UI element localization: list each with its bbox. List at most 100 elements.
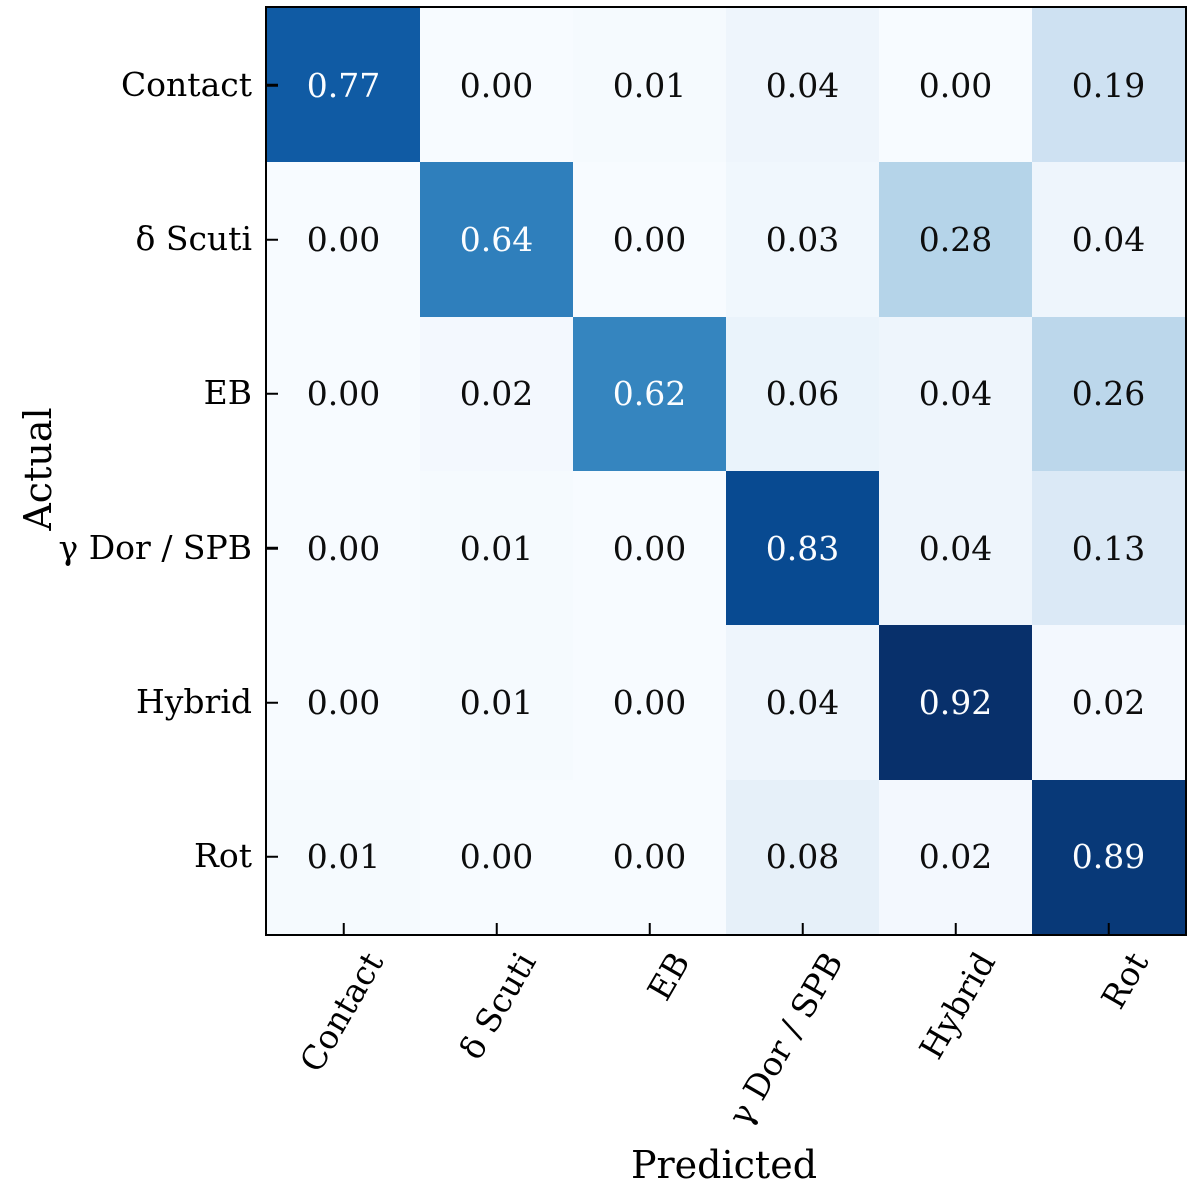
- cell-value: 0.04: [918, 374, 993, 414]
- y-tick-label: γ Dor / SPB: [58, 527, 252, 567]
- heatmap-cell: 0.00: [573, 779, 726, 934]
- cell-value: 0.83: [765, 528, 840, 568]
- cell-value: 0.00: [918, 65, 993, 105]
- x-axis-title: Predicted: [630, 1143, 818, 1187]
- y-tick-label: Rot: [194, 836, 252, 876]
- heatmap-cell: 0.04: [726, 625, 879, 780]
- y-axis-tick: [267, 392, 278, 396]
- cell-value: 0.92: [918, 682, 993, 722]
- heatmap-cell: 0.77: [267, 8, 420, 163]
- cell-value: 0.19: [1071, 65, 1146, 105]
- cell-value: 0.00: [306, 682, 381, 722]
- cell-value: 0.77: [306, 65, 381, 105]
- y-tick-label: δ Scuti: [135, 219, 252, 259]
- heatmap-cell: 0.00: [267, 162, 420, 317]
- cell-value: 0.00: [306, 219, 381, 259]
- heatmap-cell: 0.00: [573, 162, 726, 317]
- heatmap-cell: 0.01: [420, 470, 573, 626]
- heatmap-cell: 0.04: [1032, 162, 1185, 317]
- cell-value: 0.02: [918, 837, 993, 877]
- x-axis-tick: [954, 923, 957, 934]
- y-axis-title: Actual: [16, 407, 60, 531]
- cell-value: 0.01: [612, 65, 687, 105]
- heatmap-cell: 0.00: [267, 470, 420, 626]
- cell-value: 0.04: [918, 528, 993, 568]
- cell-value: 0.00: [459, 837, 534, 877]
- y-axis-tick: [267, 855, 278, 859]
- cell-value: 0.04: [765, 682, 840, 722]
- cell-value: 0.04: [1071, 219, 1146, 259]
- y-tick-label: Contact: [120, 64, 252, 104]
- cell-value: 0.01: [459, 682, 534, 722]
- heatmap-cell: 0.02: [420, 316, 573, 471]
- heatmap-cell: 0.06: [726, 316, 879, 471]
- cell-value: 0.03: [765, 219, 840, 259]
- heatmap-grid: 0.77 0.00 0.01 0.04 0.00 0.19 0.00 0.64 0.00 0.03…: [267, 8, 1185, 934]
- y-tick-label: Hybrid: [136, 682, 252, 722]
- heatmap-cell: 0.62: [573, 316, 726, 471]
- heatmap-cell: 0.00: [267, 625, 420, 780]
- cell-value: 0.00: [612, 219, 687, 259]
- cell-value: 0.28: [918, 219, 993, 259]
- heatmap-cell: 0.26: [1032, 316, 1185, 471]
- x-tick-label: γ Dor / SPB: [719, 945, 851, 1133]
- heatmap-cell: 0.00: [420, 779, 573, 934]
- cell-value: 0.00: [306, 374, 381, 414]
- cell-value: 0.04: [765, 65, 840, 105]
- heatmap-cell: 0.02: [1032, 625, 1185, 780]
- heatmap-cell: 0.00: [573, 470, 726, 626]
- heatmap-cell: 0.00: [420, 8, 573, 163]
- heatmap-cell: 0.04: [879, 316, 1032, 471]
- heatmap-cell: 0.28: [879, 162, 1032, 317]
- cell-value: 0.89: [1071, 837, 1146, 877]
- heatmap-cell: 0.01: [420, 625, 573, 780]
- cell-value: 0.01: [459, 528, 534, 568]
- heatmap-plot-area: 0.77 0.00 0.01 0.04 0.00 0.19 0.00 0.64 0.00 0.03…: [265, 6, 1187, 936]
- heatmap-cell: 0.04: [726, 8, 879, 163]
- heatmap-cell: 0.04: [879, 470, 1032, 626]
- x-axis-tick: [495, 923, 498, 934]
- heatmap-cell: 0.08: [726, 779, 879, 934]
- y-axis-tick: [267, 546, 278, 550]
- x-tick-label: EB: [639, 945, 698, 1007]
- x-tick-label: Hybrid: [911, 945, 1004, 1066]
- heatmap-cell: 0.13: [1032, 470, 1185, 626]
- heatmap-cell: 0.01: [573, 8, 726, 163]
- y-tick-label: EB: [203, 373, 252, 413]
- x-tick-label: δ Scuti: [452, 945, 545, 1066]
- x-axis-tick: [801, 923, 804, 934]
- heatmap-cell: 0.01: [267, 779, 420, 934]
- heatmap-cell: 0.19: [1032, 8, 1185, 163]
- y-axis-tick: [267, 701, 278, 704]
- cell-value: 0.02: [1071, 682, 1146, 722]
- x-axis-tick: [648, 923, 651, 934]
- cell-value: 0.00: [612, 682, 687, 722]
- cell-value: 0.00: [612, 837, 687, 877]
- heatmap-cell: 0.00: [267, 316, 420, 471]
- cell-value: 0.08: [765, 837, 840, 877]
- cell-value: 0.00: [612, 528, 687, 568]
- x-axis-tick: [342, 923, 345, 934]
- y-axis-tick: [267, 238, 278, 241]
- heatmap-cell: 0.64: [420, 162, 573, 317]
- heatmap-cell: 0.89: [1032, 779, 1185, 934]
- heatmap-cell: 0.83: [726, 470, 879, 626]
- cell-value: 0.13: [1071, 528, 1146, 568]
- cell-value: 0.02: [459, 374, 534, 414]
- x-tick-label: Contact: [291, 945, 392, 1079]
- cell-value: 0.26: [1071, 374, 1146, 414]
- heatmap-cell: 0.02: [879, 779, 1032, 934]
- heatmap-cell: 0.00: [879, 8, 1032, 163]
- y-axis-tick: [267, 83, 278, 87]
- cell-value: 0.00: [459, 65, 534, 105]
- x-axis-tick: [1107, 923, 1110, 934]
- heatmap-cell: 0.03: [726, 162, 879, 317]
- cell-value: 0.01: [306, 837, 381, 877]
- cell-value: 0.64: [459, 219, 534, 259]
- x-tick-label: Rot: [1093, 945, 1157, 1016]
- heatmap-cell: 0.00: [573, 625, 726, 780]
- heatmap-cell: 0.92: [879, 625, 1032, 780]
- cell-value: 0.06: [765, 374, 840, 414]
- cell-value: 0.62: [612, 374, 687, 414]
